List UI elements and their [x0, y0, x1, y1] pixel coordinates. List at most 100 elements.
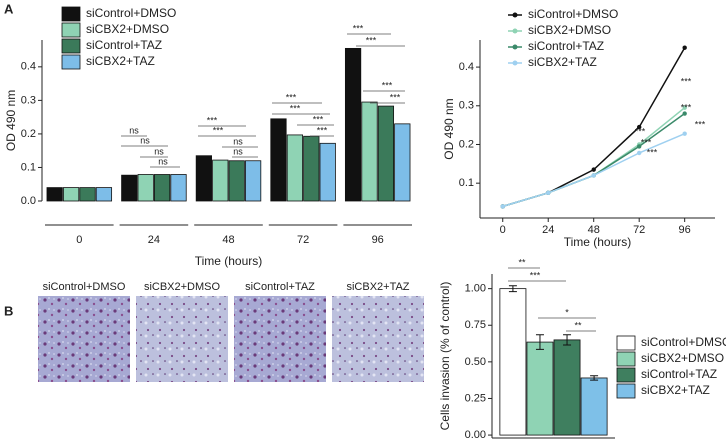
bar: [121, 174, 138, 202]
y-tick-label: 0.3: [459, 100, 474, 112]
point: [682, 111, 687, 116]
bar: [212, 159, 229, 202]
y-tick-label: 0.2: [459, 138, 474, 150]
significance-label: ***: [353, 23, 364, 33]
y-tick-label: 0.4: [21, 61, 36, 73]
y-axis-label: OD 490 nm: [442, 98, 456, 159]
significance-label: ***: [213, 125, 224, 135]
error-bar: [590, 375, 599, 381]
x-tick-label: 96: [679, 224, 691, 236]
significance-label: ns: [129, 125, 139, 135]
error-bar: [508, 285, 517, 293]
bar: [394, 123, 411, 202]
legend-label: siControl+TAZ: [528, 39, 604, 53]
x-tick-label: 48: [222, 234, 234, 246]
significance-label: ***: [382, 80, 393, 90]
point: [636, 144, 642, 149]
legend-swatch: [512, 60, 518, 66]
x-axis-label: Time (hours): [195, 254, 263, 268]
bar: [580, 377, 608, 436]
image-label: siControl+TAZ: [245, 281, 315, 293]
significance-label: ns: [158, 156, 168, 166]
micrograph: [332, 296, 424, 382]
bar: [137, 174, 154, 202]
point: [682, 105, 687, 110]
legend-swatch: [616, 335, 636, 351]
significance-label: ***: [647, 147, 658, 157]
x-tick-label: 0: [500, 224, 506, 236]
point: [546, 190, 551, 196]
point: [682, 131, 687, 136]
bar: [245, 160, 262, 202]
legend-label: siCBX2+DMSO: [86, 22, 169, 36]
y-tick-label: 0.00: [465, 429, 486, 441]
point: [591, 167, 596, 172]
bar: [79, 187, 96, 202]
legend-swatch: [61, 6, 81, 22]
image-label: siCBX2+TAZ: [346, 281, 409, 293]
bar: [319, 142, 336, 202]
legend-swatch: [616, 383, 636, 399]
y-tick-label: 0.1: [21, 161, 36, 173]
bar: [153, 174, 171, 202]
legend-swatch: [61, 38, 81, 54]
bar: [526, 341, 554, 436]
y-tick-label: 0.25: [465, 392, 486, 404]
panel-label: B: [4, 303, 13, 318]
bar: [553, 339, 581, 436]
significance-label: ***: [317, 125, 328, 135]
legend-swatch: [512, 44, 518, 50]
x-tick-label: 24: [148, 234, 160, 246]
bar: [170, 174, 187, 202]
bar: [303, 135, 320, 202]
line: [502, 107, 686, 208]
y-tick-label: 0.3: [21, 94, 36, 106]
x-axis-label: Time (hours): [564, 235, 632, 249]
significance-label: ***: [207, 115, 218, 125]
y-axis-label: OD 490 nm: [4, 90, 18, 151]
point: [636, 150, 642, 156]
legend-swatch: [512, 28, 518, 34]
legend-label: siControl+DMSO: [641, 335, 726, 349]
significance-label: ns: [233, 146, 243, 156]
significance-label: **: [574, 320, 582, 330]
error-bar: [563, 334, 572, 346]
legend-label: siCBX2+DMSO: [641, 351, 724, 365]
y-tick-label: 1.00: [465, 283, 486, 295]
legend-swatch: [616, 351, 636, 367]
bar: [228, 160, 245, 202]
error-bar: [535, 334, 544, 350]
micrograph: [38, 296, 130, 382]
significance-label: *: [565, 307, 569, 317]
line: [502, 47, 686, 208]
legend-label: siCBX2+TAZ: [86, 54, 155, 68]
legend-label: siCBX2+DMSO: [528, 23, 611, 37]
bar: [377, 105, 395, 202]
y-tick-label: 0.4: [459, 61, 474, 73]
y-tick-label: 0.75: [465, 319, 486, 331]
legend-label: siControl+TAZ: [641, 367, 717, 381]
bar: [499, 288, 527, 436]
point: [636, 124, 642, 130]
legend-label: siCBX2+TAZ: [528, 55, 597, 69]
y-tick-label: 0.50: [465, 356, 486, 368]
significance-label: ***: [390, 92, 401, 102]
legend-label: siCBX2+TAZ: [641, 383, 710, 397]
y-tick-label: 0.1: [459, 177, 474, 189]
significance-label: ***: [695, 119, 706, 129]
legend-swatch: [512, 12, 518, 18]
legend-swatch: [616, 367, 636, 383]
line: [502, 112, 686, 208]
image-label: siControl+DMSO: [43, 281, 126, 293]
y-axis-label: Cells invasion (% of control): [438, 282, 452, 431]
bar: [361, 101, 378, 202]
significance-label: ***: [530, 270, 541, 280]
significance-label: ***: [681, 102, 692, 112]
bar: [195, 155, 212, 202]
significance-label: ***: [290, 103, 301, 113]
significance-label: **: [518, 257, 526, 267]
x-tick-label: 48: [588, 224, 600, 236]
image-label: siCBX2+DMSO: [144, 281, 221, 293]
x-tick-label: 72: [633, 224, 645, 236]
bar: [344, 47, 362, 202]
